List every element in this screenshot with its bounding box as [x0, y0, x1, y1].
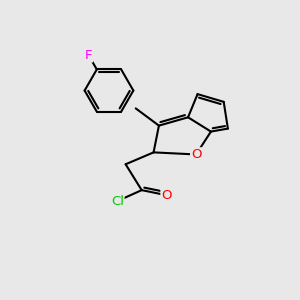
Text: O: O — [161, 189, 172, 202]
Text: Cl: Cl — [111, 195, 124, 208]
Text: F: F — [85, 49, 92, 62]
Text: O: O — [191, 148, 201, 161]
